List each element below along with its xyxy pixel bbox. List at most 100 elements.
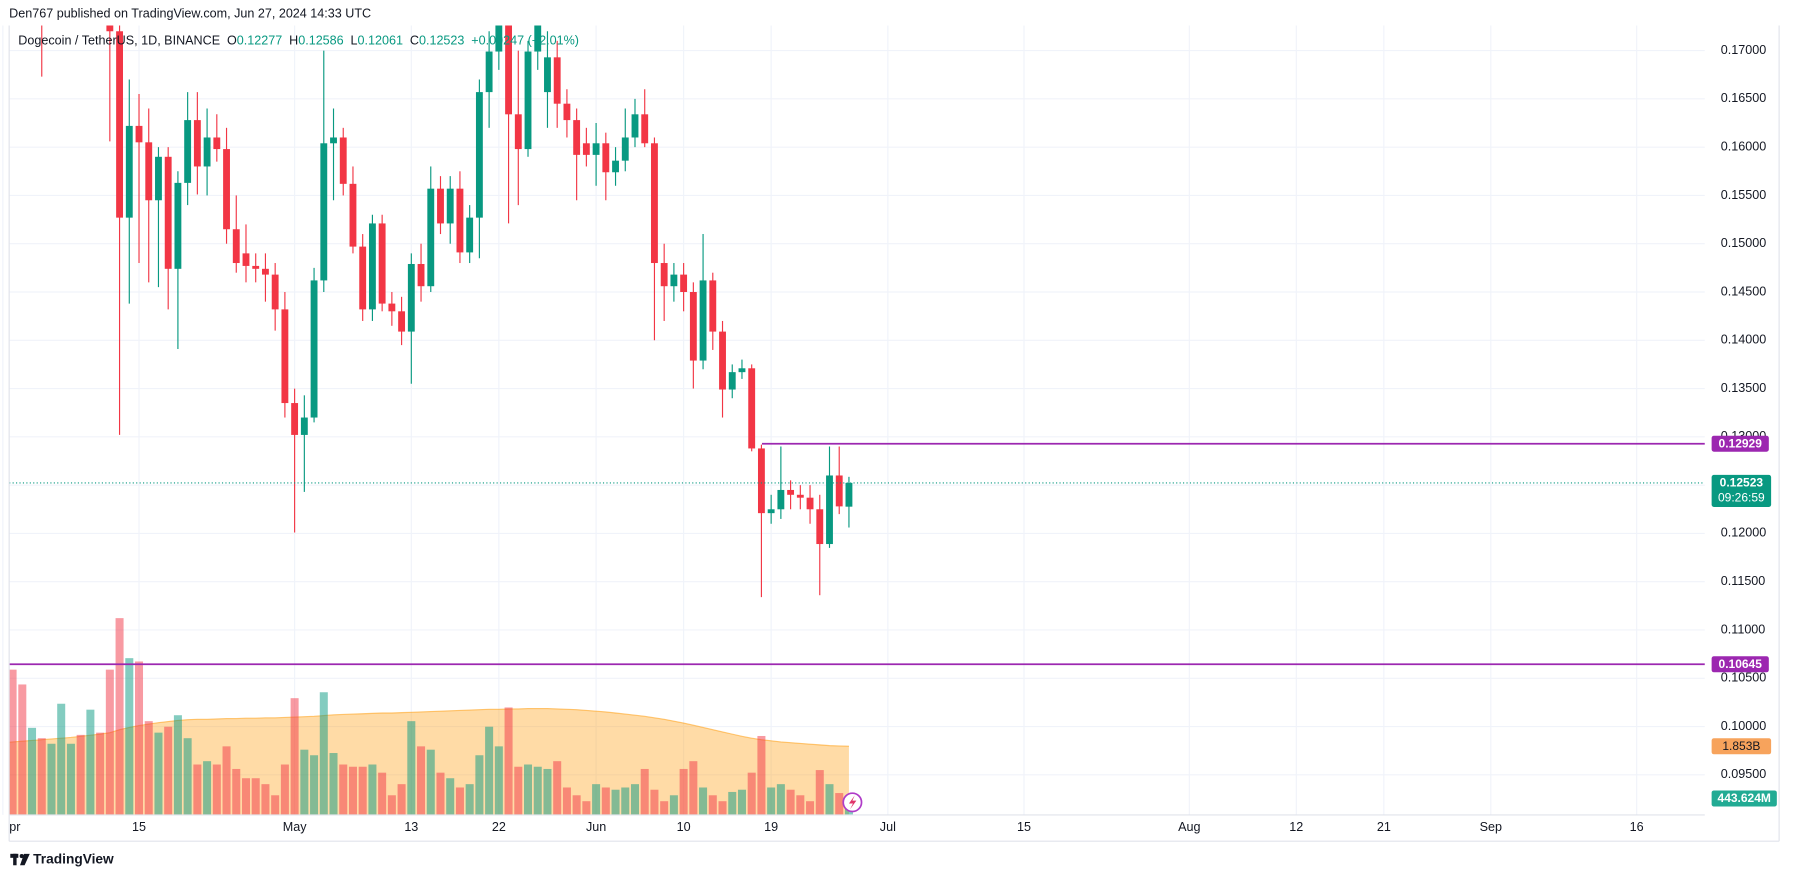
candle-body [767, 509, 775, 514]
x-tick-label: 22 [492, 820, 506, 834]
candle-body [320, 143, 328, 281]
candle-body [174, 182, 182, 269]
candle-body [437, 188, 444, 224]
candle-body [398, 311, 406, 332]
volume-bar [835, 793, 844, 815]
level-tag [1711, 435, 1769, 452]
x-tick-label: Jul [880, 820, 896, 834]
candle-body [407, 263, 415, 332]
volume-ma-tag [1711, 738, 1772, 755]
candle-body [203, 137, 211, 167]
footer-brand[interactable]: TradingView [33, 852, 114, 867]
candle-body [281, 309, 289, 404]
candle-body [553, 57, 561, 104]
legend: Dogecoin / TetherUS, 1D, BINANCE O0.12277… [18, 34, 579, 48]
icon-bolt[interactable] [848, 795, 857, 810]
legend-value: 0.12277 [237, 34, 282, 48]
candle-body [349, 183, 357, 247]
candle-body [388, 303, 396, 312]
candle-body [135, 125, 143, 143]
candle-body [544, 57, 551, 93]
candle-body [796, 494, 804, 498]
y-tick-label: 0.14000 [1721, 333, 1766, 347]
candle-body [368, 223, 376, 310]
candle-body [582, 143, 590, 155]
volume-bar [572, 795, 581, 815]
candle-body [184, 120, 192, 183]
volume-tag [1711, 790, 1777, 807]
x-tick-label: 15 [132, 820, 146, 834]
candle-body [475, 92, 483, 218]
candle-body [689, 291, 697, 361]
volume-bar [407, 721, 416, 815]
volume-bar [747, 772, 756, 815]
candle-body [232, 229, 240, 264]
volume-bar [796, 795, 805, 815]
candle-body [164, 156, 172, 269]
volume-bar [378, 772, 387, 815]
volume-bar [757, 735, 766, 815]
volume-bar [562, 787, 571, 815]
volume-bar [232, 768, 241, 815]
candle-body [242, 253, 250, 266]
volume-bar [348, 766, 357, 815]
volume-bar [825, 784, 834, 815]
volume-bar [37, 738, 46, 815]
candle-body [116, 31, 123, 218]
volume-bar [524, 764, 533, 815]
volume-bar [601, 787, 610, 815]
candle-body [719, 331, 726, 390]
volume-bar [105, 669, 114, 815]
attribution: Den767 published on TradingView.com, Jun… [9, 6, 371, 20]
volume-bar [9, 669, 17, 815]
x-tick-label: Sep [1480, 820, 1502, 834]
volume-bar [708, 795, 717, 815]
x-tick-label: 12 [1289, 820, 1303, 834]
legend-letter: L [351, 34, 358, 48]
level-tag [1711, 656, 1769, 673]
candle-body [573, 120, 581, 155]
volume-bar [125, 658, 134, 815]
y-tick-label: 0.10500 [1721, 671, 1766, 685]
volume-bar [261, 784, 270, 815]
candle-body [602, 143, 610, 173]
y-tick-label: 0.13500 [1721, 381, 1766, 395]
logo-shape[interactable] [20, 853, 30, 866]
lightning-icon[interactable] [842, 792, 863, 813]
volume-bar [553, 761, 562, 815]
volume-bar [241, 778, 250, 815]
volume-bar [115, 618, 124, 815]
volume-bar [621, 787, 630, 815]
volume-bar [397, 784, 406, 815]
volume-bar [582, 801, 591, 815]
x-tick-label: 19 [764, 820, 778, 834]
volume-label: 443.624M [1718, 791, 1771, 805]
volume-bar [339, 764, 348, 815]
x-tick-label: pr [9, 820, 20, 834]
volume-bar [222, 746, 231, 815]
volume-bar [280, 764, 289, 815]
candle-body [223, 149, 230, 230]
x-tick-label: Jun [586, 820, 606, 834]
legend-letter: C [410, 34, 419, 48]
volume-ma-line [9, 707, 849, 747]
candle-body [563, 103, 571, 121]
y-tick-label: 0.15000 [1721, 236, 1766, 250]
y-tick-label: 0.14500 [1721, 284, 1766, 298]
volume-bar [271, 795, 280, 815]
candle-body [612, 160, 619, 173]
x-tick-label: Aug [1178, 820, 1200, 834]
volume-bar [96, 732, 105, 815]
candle-body [262, 268, 269, 275]
volume-bar [300, 749, 309, 815]
footer-logo[interactable]: TradingView [10, 852, 114, 867]
volume-bar [494, 746, 503, 815]
volume-bar [66, 743, 75, 815]
logo-shape[interactable] [13, 853, 17, 866]
volume-bar [387, 795, 396, 815]
y-tick-label: 0.15500 [1721, 188, 1766, 202]
logo-shape[interactable] [19, 854, 24, 859]
volume-bar [135, 661, 144, 815]
y-tick-label: 0.11500 [1721, 574, 1766, 588]
